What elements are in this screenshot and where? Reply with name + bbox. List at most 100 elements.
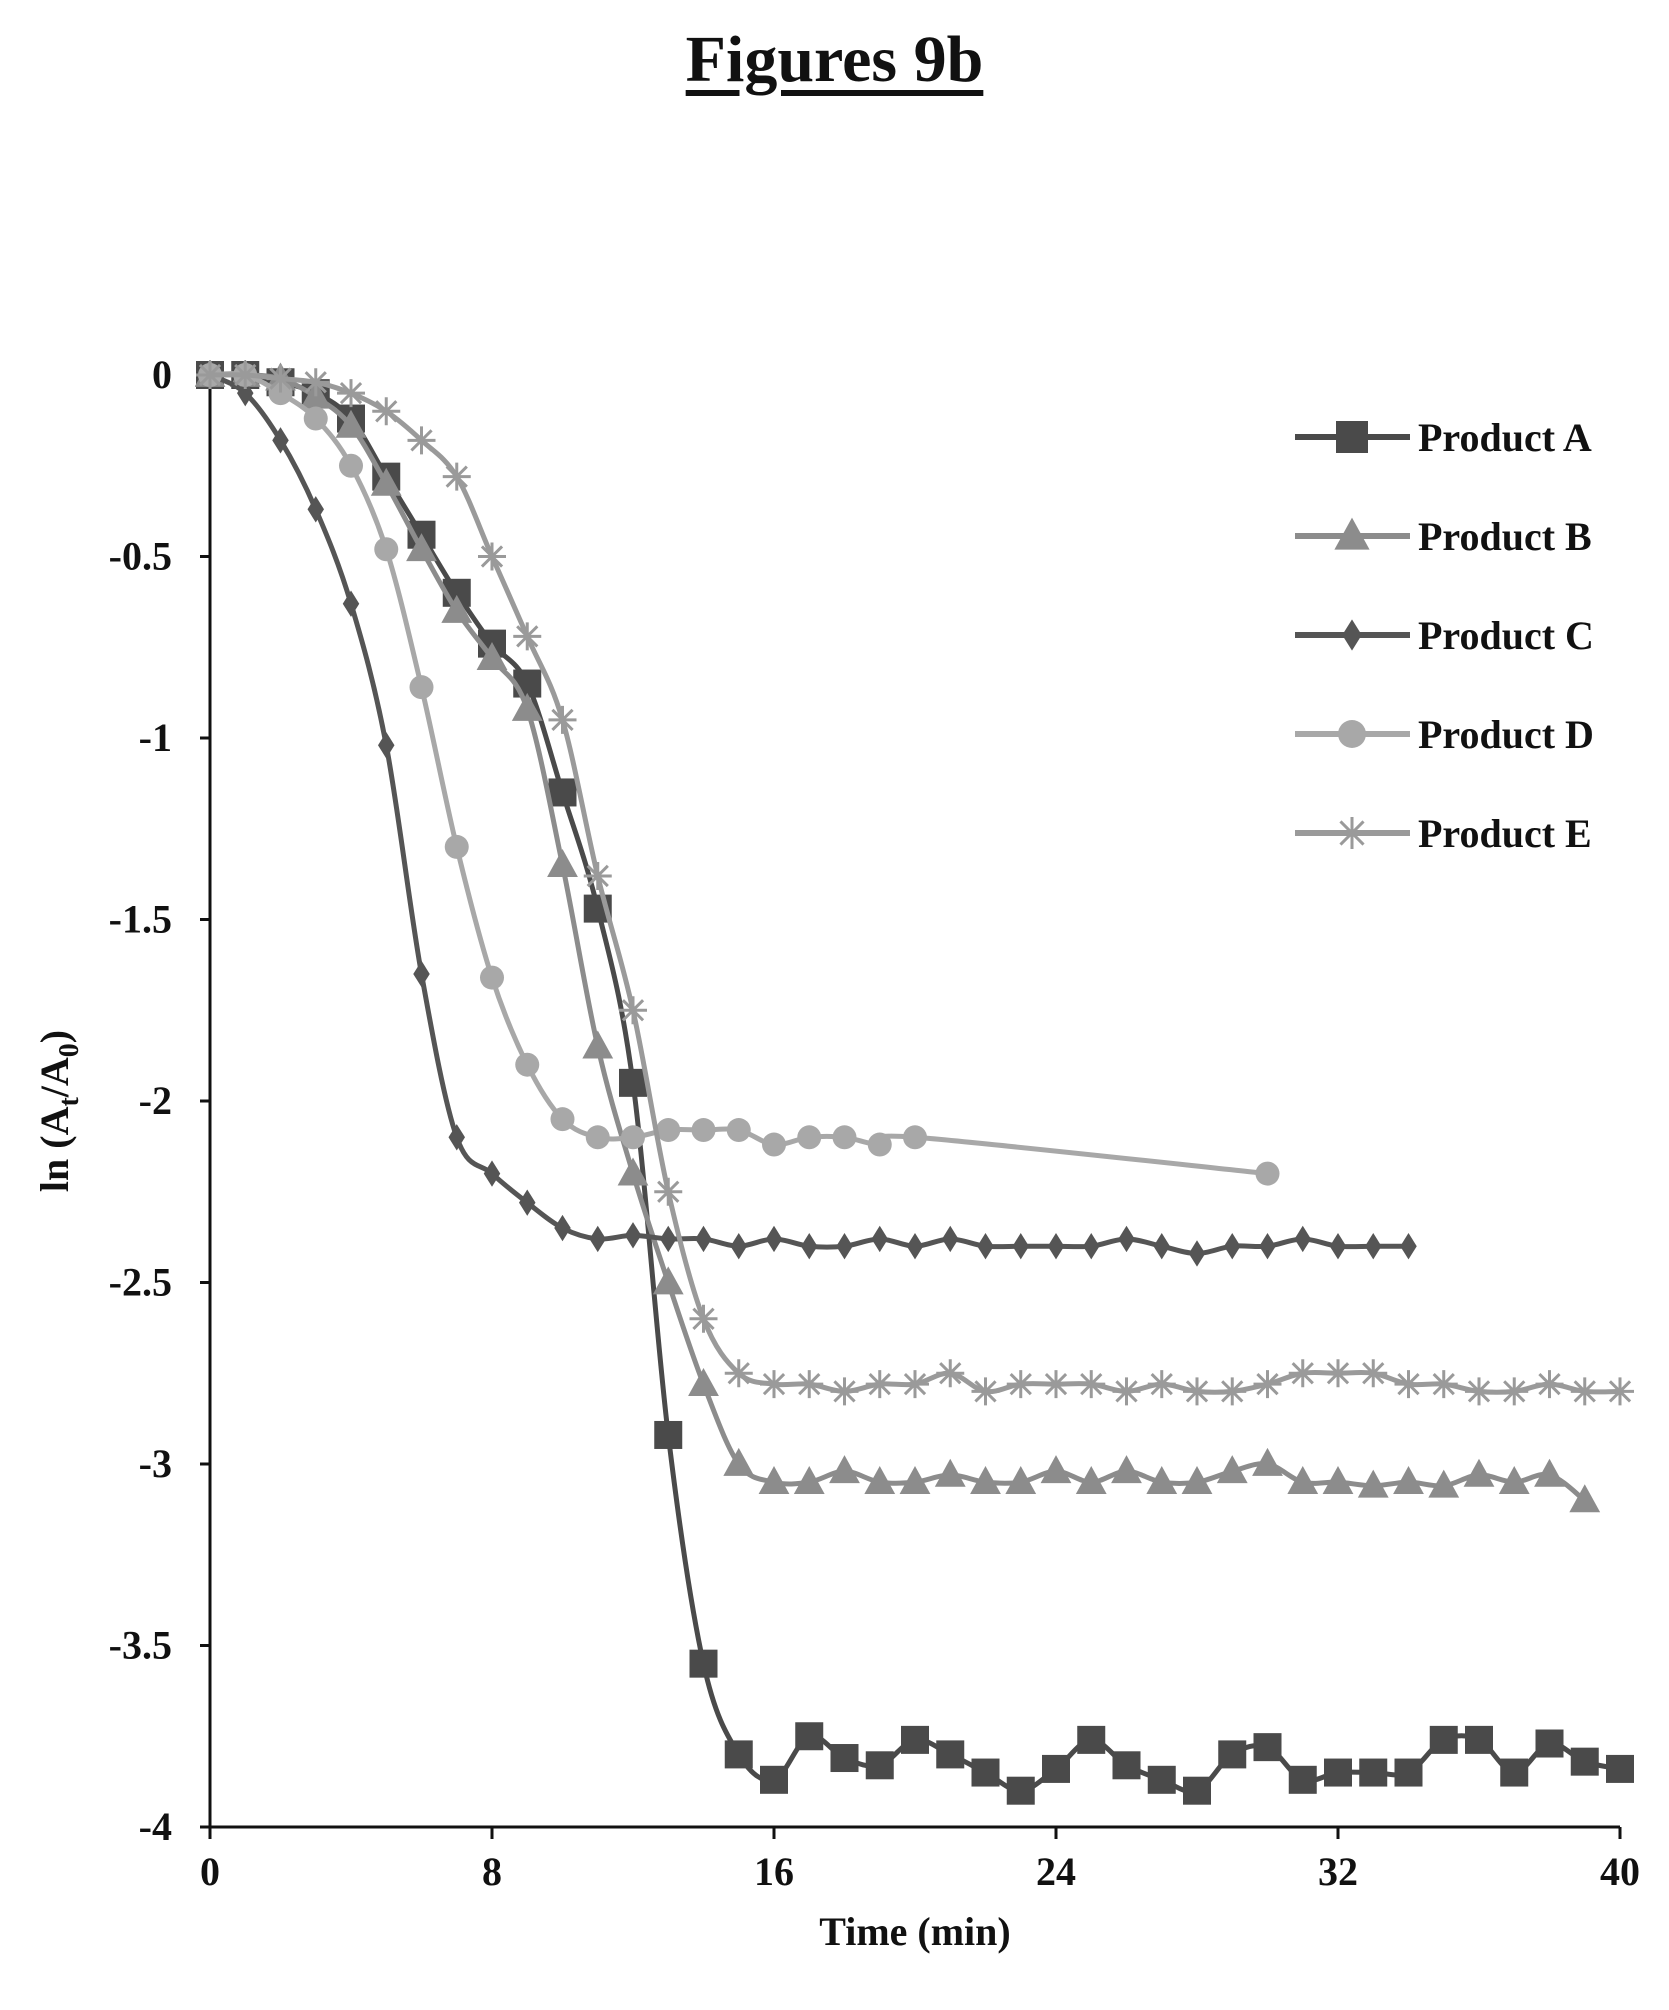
data-point-product-c: [1294, 1225, 1311, 1253]
data-point-product-c: [1329, 1233, 1347, 1260]
legend-label: Product D: [1418, 712, 1594, 757]
data-point-product-c: [660, 1225, 677, 1253]
data-point-product-c: [448, 1124, 465, 1151]
data-point-product-b: [793, 1466, 825, 1495]
data-point-product-e: [548, 705, 577, 734]
data-point-product-e: [196, 361, 224, 389]
data-point-product-e: [372, 397, 401, 426]
data-point-product-b: [476, 642, 508, 671]
data-point-product-c: [1365, 1233, 1382, 1260]
data-point-product-b: [547, 848, 578, 877]
data-point-product-a: [971, 1758, 1000, 1787]
data-point-product-c: [695, 1225, 712, 1253]
data-point-product-e: [583, 861, 612, 890]
legend-marker-product-d: [1338, 720, 1366, 748]
data-point-product-a: [654, 1420, 683, 1449]
data-point-product-b: [688, 1368, 719, 1397]
series-product-a: [196, 361, 1634, 1805]
data-point-product-e: [266, 364, 295, 393]
data-point-product-e: [1359, 1359, 1388, 1388]
data-point-product-b: [1252, 1447, 1283, 1476]
data-point-product-d: [762, 1132, 786, 1157]
data-point-product-d: [515, 1052, 540, 1077]
x-tick-label: 24: [1036, 1849, 1076, 1894]
legend-label: Product A: [1418, 415, 1592, 460]
data-point-product-d: [550, 1107, 575, 1132]
x-tick-label: 16: [754, 1849, 794, 1894]
data-point-product-c: [589, 1225, 606, 1253]
data-point-product-a: [1359, 1758, 1388, 1787]
data-point-product-d: [832, 1125, 857, 1150]
data-point-product-c: [1118, 1225, 1135, 1253]
data-point-product-d: [480, 965, 504, 990]
data-point-product-b: [1181, 1466, 1213, 1495]
data-point-product-e: [1218, 1377, 1247, 1406]
data-point-product-a: [1465, 1725, 1493, 1754]
data-point-product-d: [621, 1125, 645, 1150]
data-point-product-a: [830, 1744, 859, 1773]
data-point-product-e: [1535, 1370, 1564, 1399]
data-point-product-c: [237, 379, 254, 407]
data-point-product-b: [1357, 1469, 1389, 1498]
data-point-product-a: [795, 1722, 824, 1751]
data-point-product-a: [936, 1740, 965, 1769]
data-point-product-c: [801, 1233, 818, 1260]
x-tick-label: 32: [1318, 1849, 1358, 1894]
x-ticks: 0 8 16 24 32 40: [200, 1827, 1640, 1894]
data-point-product-b: [1498, 1466, 1530, 1495]
data-point-product-c: [942, 1225, 959, 1253]
legend-marker-product-a: [1336, 421, 1368, 453]
y-tick-label: -2: [139, 1078, 172, 1123]
data-point-product-b: [899, 1466, 931, 1495]
data-point-product-c: [342, 590, 360, 617]
data-point-product-b: [1428, 1469, 1460, 1498]
data-point-product-e: [971, 1377, 1000, 1406]
y-tick-label: -4: [139, 1804, 172, 1849]
data-point-product-b: [441, 594, 473, 623]
data-point-product-b: [335, 409, 367, 438]
x-axis-title: Time (min): [819, 1909, 1010, 1954]
data-point-product-a: [1429, 1725, 1458, 1754]
data-point-product-a: [1042, 1754, 1070, 1783]
data-point-product-c: [730, 1233, 747, 1260]
data-point-product-d: [656, 1118, 681, 1143]
data-point-product-a: [1077, 1725, 1106, 1754]
data-point-product-c: [871, 1225, 888, 1253]
data-point-product-e: [337, 379, 365, 408]
data-point-product-e: [1606, 1377, 1634, 1406]
data-point-product-e: [1253, 1370, 1282, 1399]
legend-item-product-e: Product E: [1295, 811, 1592, 856]
data-point-product-b: [758, 1466, 790, 1495]
data-point-product-b: [1322, 1466, 1354, 1495]
data-point-product-b: [1569, 1484, 1601, 1513]
data-point-product-d: [691, 1118, 716, 1143]
data-point-product-e: [1112, 1377, 1141, 1406]
data-point-product-a: [1500, 1758, 1529, 1787]
data-point-product-c: [1012, 1233, 1029, 1260]
data-point-product-b: [511, 692, 543, 721]
data-point-product-b: [1463, 1458, 1495, 1487]
data-point-product-e: [442, 462, 471, 491]
y-axis-title-mid: /A: [32, 1057, 77, 1098]
data-point-product-e: [689, 1304, 718, 1333]
data-point-product-d: [867, 1132, 892, 1157]
data-point-product-b: [1075, 1466, 1107, 1495]
data-point-product-b: [1534, 1458, 1565, 1487]
data-point-product-c: [1188, 1240, 1206, 1267]
plot-area: [195, 360, 1634, 1805]
data-point-product-d: [374, 537, 399, 562]
data-point-product-d: [797, 1125, 822, 1150]
y-tick-label: -0.5: [109, 534, 172, 579]
data-point-product-d: [585, 1125, 610, 1150]
data-point-product-e: [1570, 1377, 1599, 1406]
data-point-product-a: [619, 1068, 647, 1097]
series-line-product-a: [209, 371, 1621, 1795]
data-point-product-c: [1400, 1233, 1417, 1260]
y-axis-title: ln (At/A0): [32, 1030, 85, 1192]
data-point-product-e: [865, 1370, 894, 1399]
data-point-product-e: [795, 1370, 824, 1399]
data-point-product-b: [582, 1030, 614, 1059]
data-point-product-c: [378, 732, 395, 759]
data-point-product-c: [519, 1189, 536, 1216]
